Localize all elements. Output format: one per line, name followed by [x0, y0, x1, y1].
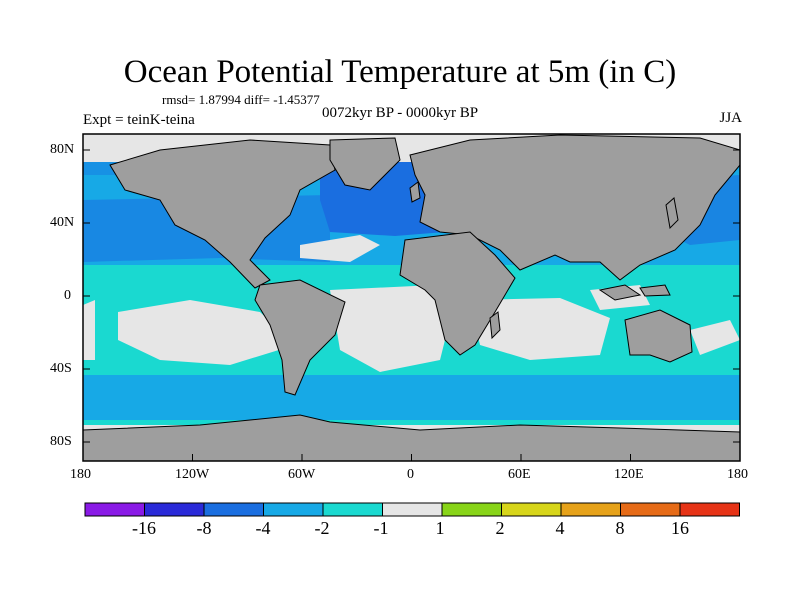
colorbar-box: [679, 502, 740, 517]
colorbar-label: 4: [555, 518, 565, 538]
colorbar-label: 16: [671, 518, 689, 538]
lon-label-60e: 60E: [508, 467, 531, 482]
colorbar-label: 1: [435, 518, 445, 538]
colorbar-box: [501, 502, 562, 517]
lat-label-80s: 80S: [50, 434, 72, 449]
lat-label-eq: 0: [64, 288, 71, 303]
colorbar-label: -8: [196, 518, 212, 538]
lon-label-0: 0: [407, 467, 414, 482]
colorbar: [84, 502, 740, 517]
colorbar-label: -2: [314, 518, 330, 538]
period-label: 0072kyr BP - 0000kyr BP: [321, 105, 479, 121]
colorbar-box: [560, 502, 621, 517]
season-label: JJA: [719, 110, 742, 126]
land-masses: [83, 134, 740, 461]
lon-label-180e: 180: [727, 467, 748, 482]
colorbar-box: [84, 502, 145, 517]
map-title: Ocean Potential Temperature at 5m (in C): [123, 54, 677, 90]
colorbar-label: 2: [495, 518, 505, 538]
lon-label-60w: 60W: [288, 467, 316, 482]
lon-label-120w: 120W: [175, 467, 210, 482]
colorbar-label: 8: [615, 518, 625, 538]
lat-label-40n: 40N: [50, 215, 75, 230]
colorbar-box: [263, 502, 324, 517]
lat-label-80n: 80N: [50, 142, 75, 157]
colorbar-label: -4: [255, 518, 271, 538]
colorbar-box: [382, 502, 443, 517]
map-plot-area: [83, 134, 740, 461]
lon-label-180w: 180: [70, 467, 91, 482]
colorbar-box: [620, 502, 681, 517]
colorbar-box: [144, 502, 205, 517]
lon-label-120e: 120E: [614, 467, 644, 482]
colorbar-box: [322, 502, 383, 517]
colorbar-label: -16: [132, 518, 156, 538]
colorbar-box: [441, 502, 502, 517]
stats-text: rmsd= 1.87994 diff= -1.45377: [162, 92, 320, 107]
experiment-label: Expt = teinK-teina: [83, 112, 195, 128]
colorbar-box: [203, 502, 264, 517]
lat-label-40s: 40S: [50, 361, 72, 376]
colorbar-label: -1: [373, 518, 389, 538]
lon-tick-marks: [82, 454, 741, 461]
lat-tick-marks: [83, 149, 740, 443]
